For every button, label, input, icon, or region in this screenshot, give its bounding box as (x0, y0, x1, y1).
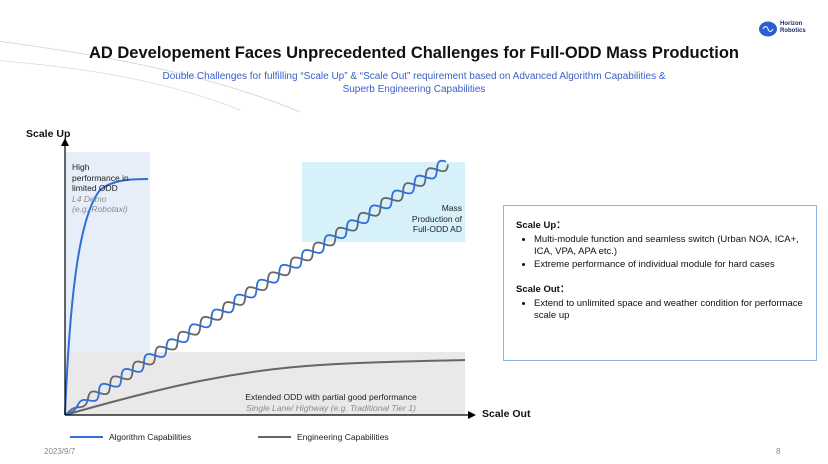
annotation-subline: (e.g. Robotaxi) (72, 204, 128, 214)
subtitle-line-2: Superb Engineering Capabilities (342, 84, 486, 95)
logo-text-line2: Robotics (780, 28, 806, 34)
y-axis-arrow-icon (61, 138, 69, 146)
page-number: 8 (776, 447, 781, 456)
footer-date: 2023/9/7 (44, 447, 76, 456)
background-swoosh (0, 40, 301, 113)
scale-up-item: Multi-module function and seamless switc… (534, 234, 806, 258)
mass-production-annotation: Mass Production of Full-ODD AD (388, 203, 462, 235)
engineering-helix-strand (64, 164, 449, 416)
scale-up-list: Multi-module function and seamless switc… (516, 234, 806, 271)
scale-info-box: Scale Up： Multi-module function and seam… (503, 205, 817, 361)
high-performance-annotation: High performance in limited ODD L4 Demo … (72, 162, 152, 215)
x-axis-label: Scale Out (482, 408, 531, 420)
scale-out-item: Extend to unlimited space and weather co… (534, 298, 806, 322)
legend-algorithm-label: Algorithm Capabilities (109, 432, 192, 442)
company-logo: Horizon Robotics (758, 18, 818, 40)
x-axis-arrow-icon (468, 411, 476, 419)
scale-up-item: Extreme performance of individual module… (534, 259, 806, 271)
annotation-line: Extended ODD with partial good performan… (245, 392, 417, 402)
annotation-line: performance in (72, 172, 129, 183)
annotation-subline: L4 Demo (72, 193, 107, 204)
annotation-line: Mass (441, 203, 462, 213)
annotation-subline: Single Lane/ Highway (e.g. Traditional T… (246, 402, 416, 413)
legend-engineering-label: Engineering Capabilities (297, 432, 389, 442)
scale-out-heading: Scale Out： (516, 284, 570, 295)
engineering-capability-curve (64, 359, 466, 416)
brain-logo-icon (759, 21, 777, 37)
mass-production-zone (302, 162, 465, 242)
scale-out-list: Extend to unlimited space and weather co… (516, 298, 806, 322)
logo-text-line1: Horizon (780, 21, 803, 27)
annotation-line: Production of (411, 213, 462, 224)
annotation-line: Full-ODD AD (412, 224, 462, 234)
subtitle-line-1: Double Challenges for fulfilling “Scale … (162, 71, 666, 82)
page-title: AD Developement Faces Unprecedented Chal… (88, 44, 740, 62)
extended-odd-annotation: Extended ODD with partial good performan… (200, 392, 462, 413)
algorithm-helix-strand (64, 159, 447, 416)
page-subtitle: Double Challenges for fulfilling “Scale … (100, 70, 728, 96)
y-axis-label: Scale Up (26, 128, 71, 140)
algorithm-capability-curve (64, 178, 149, 416)
annotation-line: High (72, 162, 90, 172)
annotation-line: limited ODD (72, 183, 118, 193)
scale-up-heading: Scale Up： (516, 220, 566, 231)
